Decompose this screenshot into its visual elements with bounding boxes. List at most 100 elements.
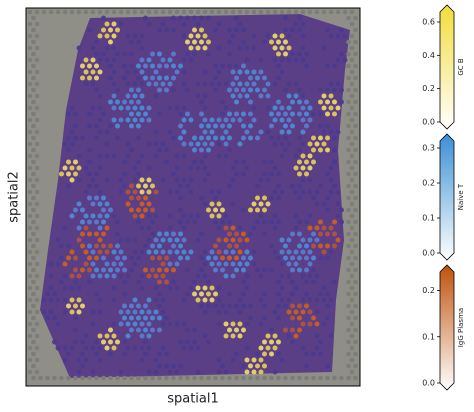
spot — [251, 357, 257, 363]
spot — [146, 141, 152, 147]
spot — [258, 273, 264, 279]
spot — [213, 255, 218, 261]
background-spot — [34, 117, 40, 123]
spot — [269, 111, 274, 117]
background-spot — [31, 147, 36, 153]
spot — [339, 219, 344, 225]
spot — [66, 147, 71, 153]
background-spot — [171, 375, 176, 381]
spot — [101, 339, 106, 345]
spot — [108, 207, 113, 213]
spot — [220, 123, 225, 129]
spot — [265, 33, 271, 39]
spot — [80, 63, 85, 69]
spot — [241, 171, 246, 177]
spot — [206, 171, 211, 177]
background-spot — [290, 375, 295, 381]
spot — [41, 309, 47, 315]
spot — [269, 351, 274, 357]
spot — [181, 81, 187, 87]
spot — [262, 87, 267, 93]
spot — [279, 141, 285, 147]
spot — [45, 315, 50, 321]
spot — [73, 303, 78, 309]
plot-frame — [25, 7, 361, 387]
spot — [136, 63, 141, 69]
spot — [311, 351, 316, 357]
spot — [195, 165, 201, 171]
spot — [314, 141, 320, 147]
spot — [125, 141, 131, 147]
spot — [178, 243, 183, 249]
spot — [262, 39, 267, 45]
background-spot — [34, 81, 40, 87]
colorbar — [439, 133, 455, 261]
spot — [272, 141, 278, 147]
background-spot — [73, 375, 78, 381]
spot — [328, 33, 334, 39]
spot — [181, 153, 187, 159]
spot — [297, 243, 302, 249]
spot — [304, 363, 309, 369]
spot — [272, 81, 278, 87]
spot — [143, 315, 148, 321]
spot — [283, 87, 288, 93]
background-spot — [230, 9, 236, 15]
spot — [62, 297, 68, 303]
spot — [157, 27, 162, 33]
spot — [272, 45, 278, 51]
background-spot — [346, 63, 351, 69]
background-spot — [27, 297, 33, 303]
spot — [157, 231, 162, 237]
spot — [325, 147, 330, 153]
spot — [216, 153, 222, 159]
background-spot — [321, 9, 327, 15]
spot — [307, 153, 313, 159]
spot — [66, 135, 71, 141]
background-spot — [353, 195, 358, 201]
background-spot — [346, 39, 351, 45]
spot — [272, 57, 278, 63]
spot — [276, 39, 281, 45]
background-spot — [346, 291, 351, 297]
spot — [283, 147, 288, 153]
spot — [139, 177, 145, 183]
colorbar-tick-label: 0.0 — [422, 379, 435, 388]
spot — [199, 15, 204, 21]
spot — [167, 249, 173, 255]
spot — [227, 147, 232, 153]
spot — [55, 297, 61, 303]
background-spot — [286, 9, 292, 15]
spot — [153, 237, 159, 243]
spot — [269, 39, 274, 45]
spot — [206, 303, 211, 309]
spot — [293, 285, 299, 291]
spot — [132, 237, 138, 243]
spot — [167, 105, 173, 111]
background-spot — [31, 315, 36, 321]
spot — [223, 81, 229, 87]
spot — [272, 165, 278, 171]
background-spot — [279, 9, 285, 15]
background-spot — [27, 345, 33, 351]
spot — [122, 351, 127, 357]
colorbar — [439, 4, 455, 130]
spot — [132, 321, 138, 327]
spot — [290, 303, 295, 309]
spot — [167, 129, 173, 135]
spot — [122, 183, 127, 189]
spot — [255, 363, 260, 369]
spot — [213, 267, 218, 273]
spot — [202, 45, 208, 51]
spot — [318, 291, 323, 297]
spot — [90, 249, 96, 255]
spot — [314, 333, 320, 339]
background-spot — [34, 9, 40, 15]
spot — [272, 309, 278, 315]
spot — [202, 117, 208, 123]
spot — [125, 69, 131, 75]
spot — [241, 159, 246, 165]
spot — [76, 237, 82, 243]
background-spot — [31, 339, 36, 345]
spot — [48, 273, 54, 279]
